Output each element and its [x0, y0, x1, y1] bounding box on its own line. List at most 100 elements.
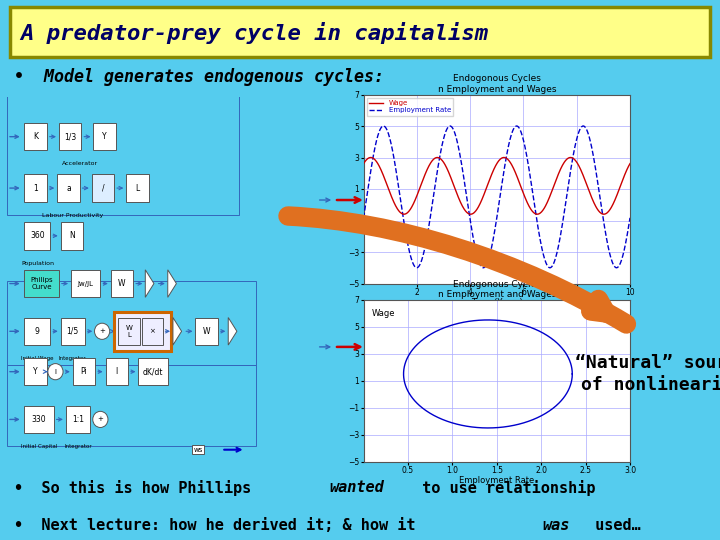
Bar — [7, 281, 256, 365]
Text: 330: 330 — [32, 415, 46, 424]
Text: K: K — [33, 132, 38, 141]
Bar — [126, 174, 149, 202]
Circle shape — [48, 363, 63, 380]
Employment Rate — [538, 245, 546, 252]
Line: Employment Rate: Employment Rate — [364, 126, 630, 268]
X-axis label: Employment Rate: Employment Rate — [459, 476, 534, 485]
Employment Rate — [626, 214, 634, 221]
Bar — [106, 358, 128, 386]
Legend: Wage, Employment Rate: Wage, Employment Rate — [367, 98, 453, 116]
Text: Labour Productivity: Labour Productivity — [42, 213, 104, 218]
Polygon shape — [173, 318, 181, 345]
Title: Endogonous Cycles
n Employment and Wages: Endogonous Cycles n Employment and Wages — [438, 280, 556, 299]
Bar — [7, 365, 256, 446]
Bar — [111, 270, 133, 298]
Wage — [626, 160, 634, 167]
Text: N: N — [69, 231, 75, 240]
Text: 1/5: 1/5 — [66, 327, 79, 336]
Text: Initial Capital: Initial Capital — [21, 444, 57, 449]
Text: Population: Population — [22, 261, 55, 266]
Text: was: was — [542, 518, 570, 533]
Bar — [91, 174, 114, 202]
Employment Rate — [480, 264, 488, 271]
Text: Accelerator: Accelerator — [62, 161, 98, 166]
Bar — [71, 270, 100, 298]
Bar — [57, 174, 80, 202]
Text: +: + — [99, 328, 105, 334]
Text: Y: Y — [33, 367, 38, 376]
Bar — [24, 318, 50, 345]
Bar — [24, 358, 47, 386]
Bar — [60, 222, 83, 249]
Wage — [428, 157, 437, 164]
Text: /: / — [102, 184, 104, 193]
Text: L: L — [135, 184, 140, 193]
Bar — [73, 358, 95, 386]
Text: W
L: W L — [125, 325, 132, 338]
Text: Jw/JL: Jw/JL — [78, 281, 94, 287]
Bar — [24, 123, 47, 151]
Bar — [117, 318, 140, 345]
Text: to use relationship: to use relationship — [413, 480, 595, 496]
Employment Rate — [428, 202, 436, 209]
Text: 1:1: 1:1 — [72, 415, 84, 424]
Text: Wage: Wage — [372, 309, 395, 318]
Wage — [407, 205, 415, 211]
Bar — [24, 222, 50, 249]
FancyBboxPatch shape — [10, 7, 710, 57]
Wage — [538, 208, 546, 215]
Text: Initial Wage: Initial Wage — [21, 356, 53, 361]
Circle shape — [94, 323, 109, 339]
Polygon shape — [168, 270, 176, 298]
Wage — [517, 184, 526, 191]
Text: Integrator: Integrator — [59, 356, 86, 361]
Text: W: W — [203, 327, 210, 336]
Text: Philips
Curve: Philips Curve — [30, 277, 53, 290]
Circle shape — [93, 411, 108, 428]
Text: 1/3: 1/3 — [64, 132, 76, 141]
Bar — [24, 270, 59, 298]
Line: Wage: Wage — [364, 158, 630, 214]
Polygon shape — [145, 270, 154, 298]
Text: ×: × — [149, 328, 155, 334]
Text: wanted: wanted — [329, 480, 384, 495]
Bar — [195, 318, 218, 345]
Text: +: + — [97, 416, 103, 422]
Bar — [66, 406, 90, 433]
Text: Pi: Pi — [81, 367, 87, 376]
Polygon shape — [228, 318, 237, 345]
Bar — [138, 358, 168, 386]
Employment Rate — [561, 204, 570, 210]
Text: a: a — [66, 184, 71, 193]
Text: 360: 360 — [30, 231, 45, 240]
Wage — [600, 211, 608, 218]
FancyBboxPatch shape — [114, 312, 171, 350]
Text: used…: used… — [586, 518, 641, 533]
Text: dK/dt: dK/dt — [143, 367, 163, 376]
Bar — [24, 174, 47, 202]
Text: 9: 9 — [35, 327, 40, 336]
Wage — [359, 160, 368, 167]
Text: “Natural” source
of nonlinearity: “Natural” source of nonlinearity — [575, 354, 720, 394]
Text: •  So this is how Phillips: • So this is how Phillips — [14, 480, 261, 496]
Wage — [480, 190, 489, 196]
Text: •  Model generates endogenous cycles:: • Model generates endogenous cycles: — [14, 68, 384, 86]
Employment Rate — [546, 265, 554, 271]
Employment Rate — [359, 214, 368, 221]
Text: I: I — [116, 367, 118, 376]
Wage — [560, 159, 569, 165]
Text: I: I — [55, 369, 56, 375]
Employment Rate — [406, 253, 415, 260]
Employment Rate — [512, 123, 521, 129]
Bar — [94, 123, 116, 151]
Text: Y: Y — [102, 132, 107, 141]
Text: A predator-prey cycle in capitalism: A predator-prey cycle in capitalism — [21, 22, 489, 44]
Text: ws: ws — [194, 447, 203, 453]
Text: 1: 1 — [33, 184, 38, 193]
Title: Endogonous Cycles
n Employment and Wages: Endogonous Cycles n Employment and Wages — [438, 75, 556, 94]
Wage — [366, 154, 375, 161]
X-axis label: Time (Years): Time (Years) — [471, 298, 523, 307]
Employment Rate — [517, 129, 526, 136]
Bar — [142, 318, 163, 345]
Bar — [24, 406, 54, 433]
